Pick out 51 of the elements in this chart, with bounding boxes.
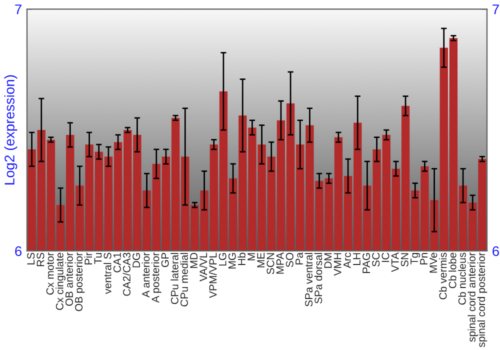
- x-tick-label: VA/VL: [199, 252, 208, 282]
- x-tick-label: Cb lobe: [448, 252, 456, 288]
- x-tick-label: SN: [400, 253, 408, 267]
- x-tick-label: Cx cingulate: [56, 252, 66, 310]
- x-tick-label: LS: [27, 252, 35, 264]
- x-tick-label: ventral S: [104, 252, 112, 294]
- x-tick-label: spinal cord posterior: [477, 252, 488, 348]
- x-tick-label: SPa ventral: [304, 253, 313, 306]
- x-tick-label: Pa: [296, 252, 303, 264]
- y2-tick-label: 7: [492, 4, 499, 14]
- x-tick-label: MG: [228, 253, 236, 268]
- x-tick-label: MVe: [430, 252, 438, 273]
- x-tick-label: VTA: [391, 252, 399, 272]
- x-tick-label: IC: [382, 252, 390, 262]
- x-tick-label: VMH: [334, 253, 342, 276]
- x-tick-label: Cx motor: [46, 252, 54, 295]
- x-tick-label: SO: [286, 252, 294, 268]
- x-tick-label: DM: [324, 253, 332, 268]
- x-tick-label: LG: [218, 253, 226, 266]
- x-tick-label: CA1: [113, 252, 121, 272]
- x-tick-label: SC: [372, 252, 380, 267]
- x-tick-label: Tg: [410, 253, 420, 264]
- x-tick-label: PAG: [362, 253, 370, 273]
- y-axis-title: Log2 (expression): [4, 75, 18, 184]
- x-tick-label: GP: [161, 252, 169, 268]
- x-tick-label: Cb vermis: [438, 252, 447, 300]
- x-tick-label: LH: [353, 253, 360, 265]
- x-tick-label: CA2/CA3: [122, 252, 130, 296]
- x-tick-label: CPu medial: [180, 253, 188, 306]
- x-tick-label: M: [248, 253, 255, 260]
- x-tick-label: Tu: [94, 253, 102, 264]
- x-tick-label: Cb nucleus: [458, 252, 466, 305]
- y2-tick-label: 6: [492, 246, 499, 256]
- x-tick-label: Hb: [238, 252, 246, 265]
- x-tick-label: MPA: [276, 252, 284, 274]
- x-tick-label: ME: [257, 252, 265, 268]
- x-tick-label: CPu lateral: [170, 253, 178, 304]
- x-tick-label: A anterior: [142, 252, 150, 298]
- x-tick-label: Arc: [344, 252, 351, 268]
- x-tick-label: spinal cord anterior: [468, 252, 478, 342]
- x-tick-label: DG: [132, 253, 140, 268]
- x-tick-label: Pir: [84, 252, 92, 264]
- x-tick-label: SPa dorsal: [314, 253, 322, 304]
- x-tick-label: SCN: [266, 253, 274, 274]
- x-tick-label: RS: [36, 252, 44, 266]
- x-tick-label: OB posterior: [74, 252, 85, 312]
- x-tick-label: MD: [190, 252, 198, 268]
- x-tick-label: OB anterior: [65, 252, 73, 306]
- x-tick-label: A posterior: [151, 252, 162, 303]
- x-tick-label: VPM/VPL: [208, 252, 217, 298]
- x-tick-label: Pn: [420, 253, 428, 264]
